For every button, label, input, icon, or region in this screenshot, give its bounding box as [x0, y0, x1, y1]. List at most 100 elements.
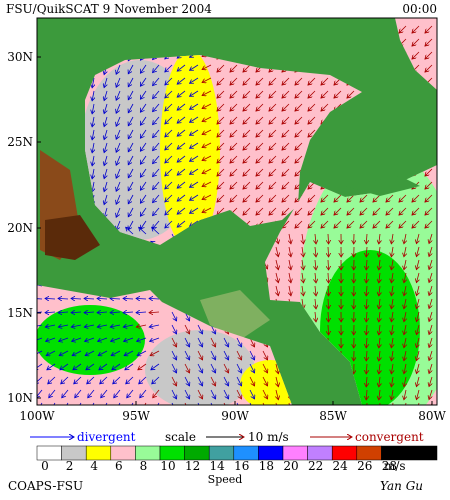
wind-arrow [416, 376, 419, 387]
wind-arrow [61, 376, 69, 384]
wind-arrow [243, 90, 251, 98]
wind-arrow [104, 90, 107, 101]
wind-arrow [190, 155, 199, 161]
wind-arrow [97, 312, 108, 313]
wind-arrow [217, 103, 225, 111]
wind-arrow [104, 77, 107, 88]
wind-arrow [165, 116, 173, 124]
wind-arrow [62, 389, 69, 398]
wind-arrow [140, 116, 147, 125]
wind-arrow [256, 168, 264, 176]
wind-arrow [46, 337, 56, 341]
wind-arrow [379, 376, 380, 387]
wind-arrow [249, 350, 255, 360]
wind-arrow [373, 194, 381, 202]
wind-arrow [425, 168, 433, 176]
wind-arrow [295, 220, 303, 228]
wind-arrow [295, 207, 303, 215]
wind-arrow [429, 246, 432, 257]
wind-arrow [190, 207, 199, 213]
wind-arrow [177, 181, 186, 188]
wind-arrow [404, 376, 406, 387]
wind-arrow [171, 402, 177, 405]
wind-arrow [230, 194, 238, 202]
wind-arrow [153, 194, 160, 203]
colorbar-cell [258, 445, 284, 461]
wind-arrow [249, 402, 255, 405]
wind-arrow [210, 376, 216, 386]
wind-arrow [347, 207, 355, 215]
wind-arrow [302, 272, 303, 283]
wind-arrow [429, 298, 432, 309]
wind-arrow [347, 220, 355, 228]
wind-arrow [177, 220, 186, 227]
wind-arrow [269, 155, 277, 163]
wind-arrow [177, 142, 186, 149]
wind-arrow [84, 325, 95, 327]
colorbar-cell [356, 445, 382, 461]
wind-arrow [152, 376, 160, 384]
wind-arrow [429, 324, 432, 335]
wind-arrow [202, 168, 212, 173]
wind-arrow [47, 363, 56, 370]
wind-arrow [282, 90, 290, 98]
wind-arrow [308, 194, 316, 202]
wind-arrow [391, 311, 393, 322]
wind-arrow [128, 181, 134, 191]
wind-arrow [425, 207, 433, 215]
wind-arrow [256, 90, 264, 98]
wind-arrow [84, 298, 95, 299]
wind-arrow [230, 103, 238, 111]
wind-arrow [230, 116, 238, 124]
wind-arrow [412, 220, 420, 228]
footer-right: Yan Gu [380, 479, 423, 493]
wind-arrow [256, 77, 264, 85]
wind-arrow [404, 285, 406, 296]
wind-arrow [87, 376, 95, 384]
wind-arrow [190, 116, 199, 122]
wind-arrow [282, 77, 290, 85]
wind-arrow [116, 77, 121, 87]
wind-arrow [391, 376, 393, 387]
wind-arrow [379, 324, 380, 335]
wind-arrow [202, 194, 212, 199]
wind-arrow [165, 194, 173, 202]
wind-arrow [112, 363, 121, 370]
colorbar-tick: 20 [283, 459, 298, 473]
wind-arrow [171, 376, 177, 386]
wind-arrow [92, 142, 94, 153]
wind-arrow [404, 233, 406, 244]
wind-arrow [202, 64, 212, 69]
wind-arrow [379, 272, 380, 283]
wind-arrow [429, 337, 432, 348]
wind-arrow [177, 103, 186, 110]
wind-arrow [391, 350, 393, 361]
wind-arrow [404, 350, 406, 361]
wind-arrow [165, 220, 173, 228]
wind-arrow [236, 389, 242, 399]
wind-arrow [302, 246, 303, 257]
wind-arrow [412, 25, 420, 33]
wind-arrow [289, 285, 291, 296]
wind-arrow [366, 324, 367, 335]
wind-arrow [217, 168, 225, 176]
wind-arrow [165, 181, 173, 189]
wind-arrow [379, 337, 380, 348]
wind-arrow [217, 155, 225, 163]
colorbar-tick: 24 [333, 459, 349, 473]
wind-arrow [366, 233, 367, 244]
wind-arrow [282, 181, 290, 189]
wind-arrow [202, 77, 212, 82]
wind-arrow [249, 363, 255, 373]
wind-arrow [128, 77, 134, 87]
colorbar-tick: 8 [140, 459, 148, 473]
wind-arrow [72, 337, 82, 341]
wind-arrow [45, 298, 56, 299]
wind-arrow [140, 168, 147, 177]
wind-arrow [429, 285, 432, 296]
wind-arrow [295, 77, 303, 85]
colorbar-cell [307, 445, 333, 461]
wind-arrow [140, 90, 147, 99]
wind-arrow [86, 363, 95, 370]
wind-arrow [128, 90, 134, 100]
